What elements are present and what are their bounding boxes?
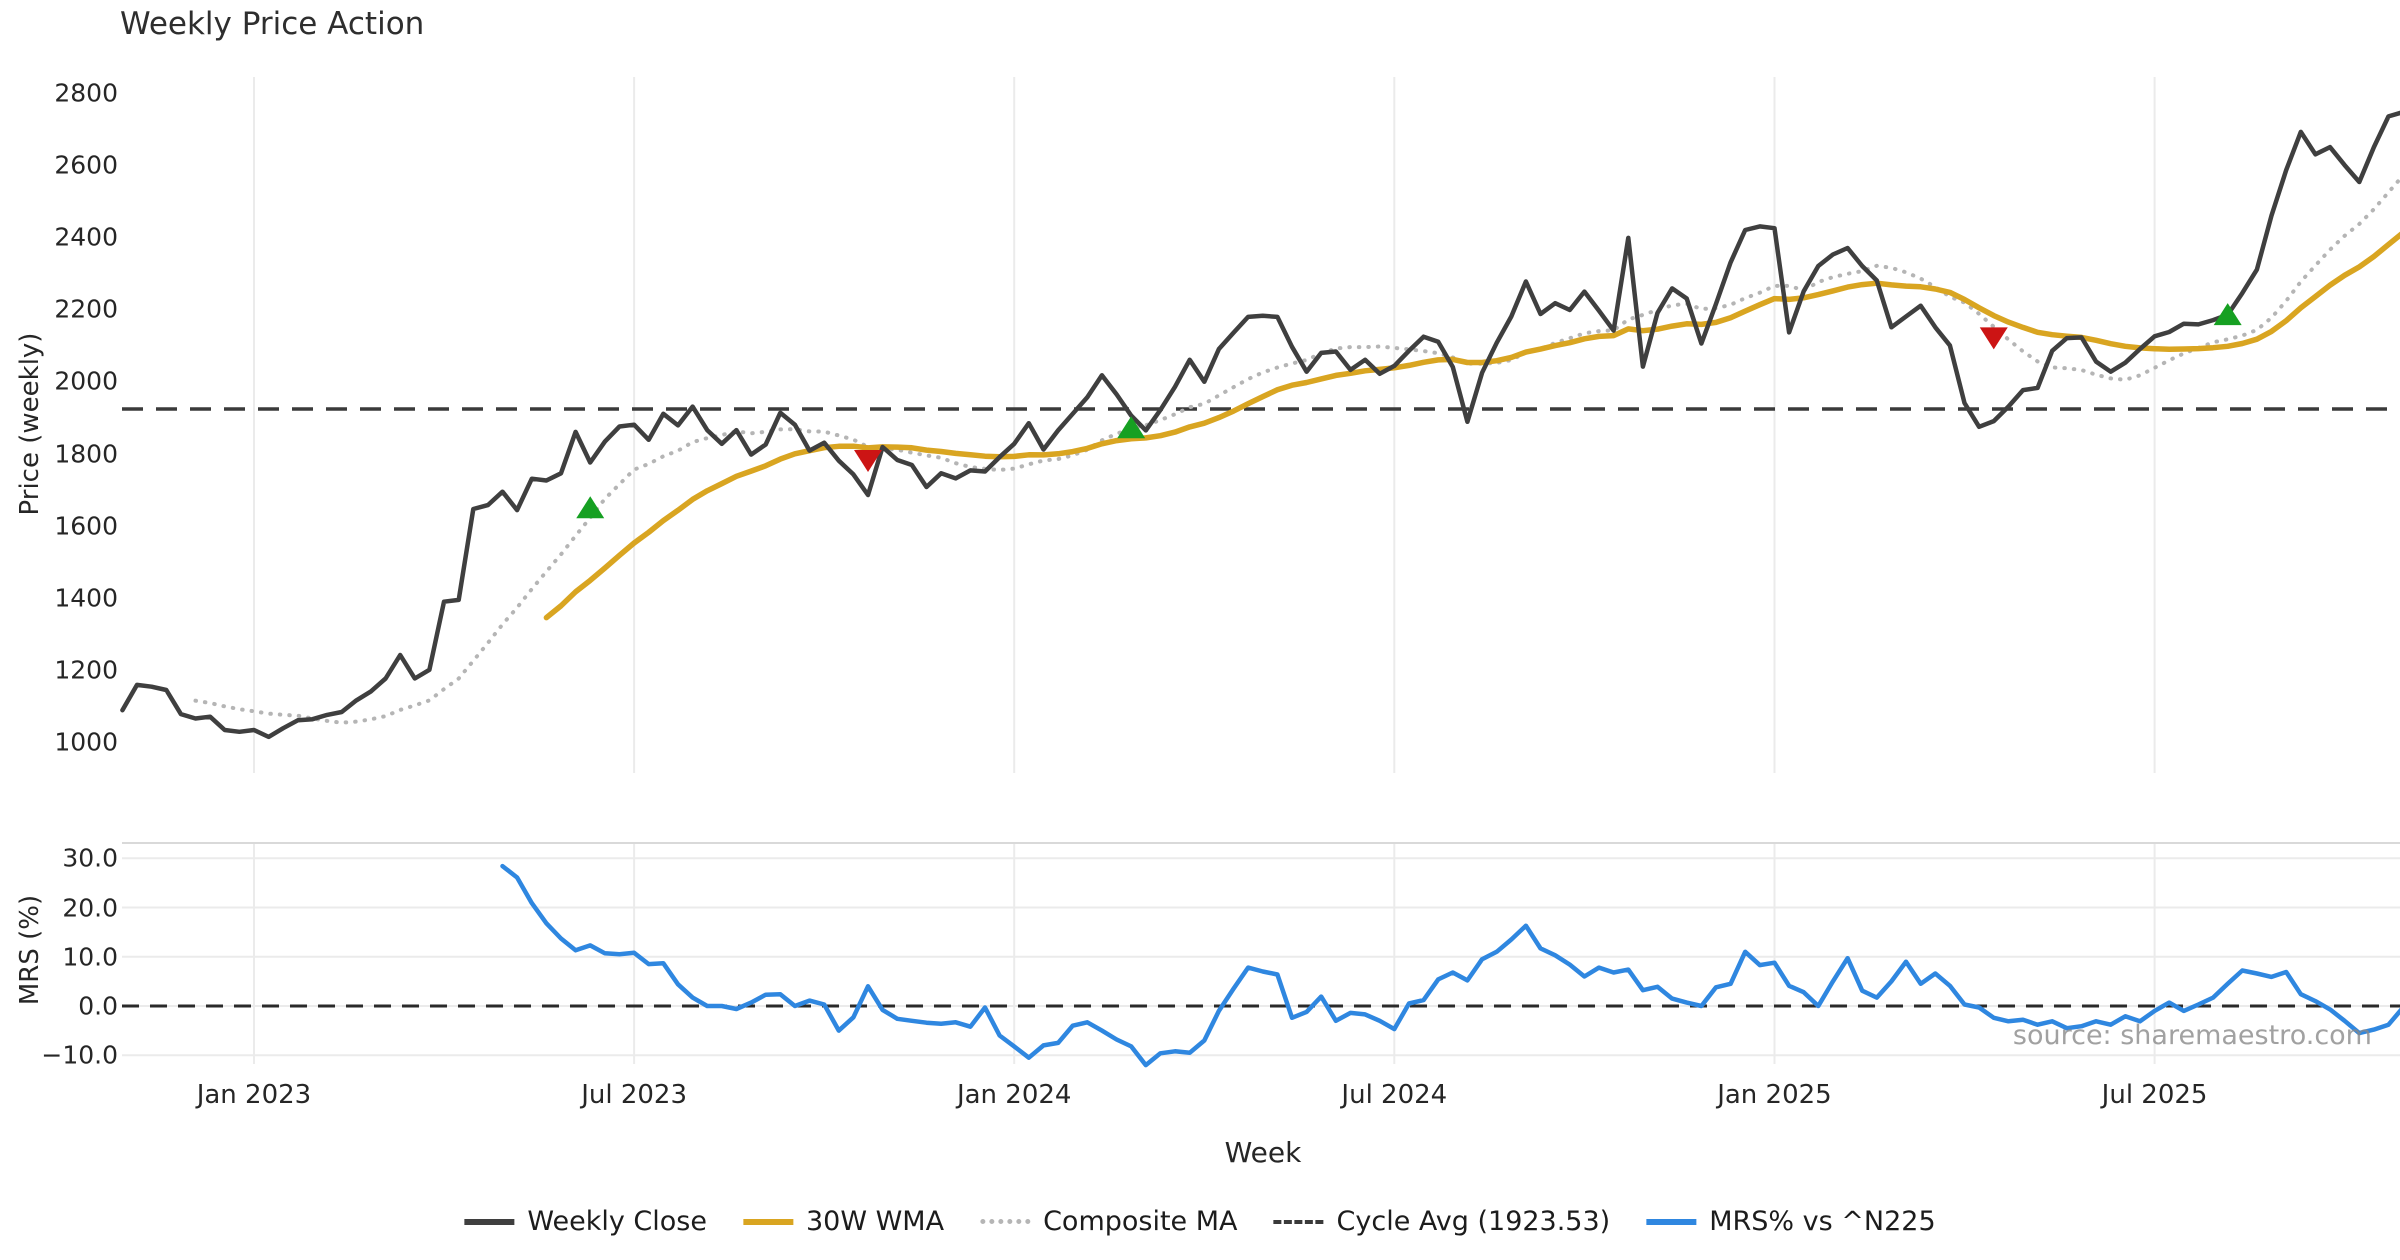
sell-signal-icon bbox=[854, 449, 883, 472]
price-ytick: 1800 bbox=[54, 439, 118, 468]
price-ytick: 2800 bbox=[54, 78, 118, 108]
composite-ma-line-icon bbox=[980, 1219, 1031, 1224]
mrs-ytick: −10.0 bbox=[41, 1040, 118, 1070]
legend-item-wma: 30W WMA bbox=[742, 1206, 945, 1237]
price-ytick: 1000 bbox=[54, 727, 118, 757]
sell-signal-icon bbox=[1979, 327, 2008, 350]
mrs-line-icon bbox=[1646, 1218, 1697, 1225]
legend-label: Weekly Close bbox=[527, 1206, 707, 1237]
legend: Weekly Close 30W WMA Composite MA Cycle … bbox=[464, 1206, 1936, 1237]
legend-label: Composite MA bbox=[1043, 1206, 1238, 1237]
x-tick: Jan 2023 bbox=[196, 1080, 312, 1110]
weekly-close-line bbox=[120, 110, 2400, 740]
wma-30w-line bbox=[543, 231, 2400, 621]
mrs-ytick: 0.0 bbox=[78, 991, 118, 1021]
price-ytick: 2000 bbox=[54, 366, 118, 396]
mrs-axis-label: MRS (%) bbox=[15, 894, 45, 1006]
mrs-ytick: 30.0 bbox=[62, 843, 118, 873]
x-axis-label: Week bbox=[1224, 1136, 1302, 1169]
page-title: Weekly Price Action bbox=[120, 6, 425, 42]
legend-item-weekly-close: Weekly Close bbox=[464, 1206, 707, 1237]
legend-label: MRS% vs ^N225 bbox=[1709, 1206, 1936, 1237]
main-panel-gridlines bbox=[253, 77, 2156, 773]
price-ytick: 2600 bbox=[54, 150, 118, 180]
watermark: source: sharemaestro.com bbox=[2012, 1020, 2372, 1051]
x-tick: Jul 2025 bbox=[2101, 1080, 2208, 1110]
legend-item-cycle-avg: Cycle Avg (1923.53) bbox=[1273, 1206, 1611, 1237]
x-tick: Jul 2023 bbox=[581, 1080, 687, 1110]
legend-item-mrs: MRS% vs ^N225 bbox=[1646, 1206, 1936, 1237]
price-ytick: 2400 bbox=[54, 222, 118, 252]
price-ytick: 1200 bbox=[54, 655, 118, 685]
legend-label: 30W WMA bbox=[805, 1206, 945, 1237]
mrs-ytick: 10.0 bbox=[62, 942, 118, 972]
wma-line-icon bbox=[742, 1218, 793, 1225]
mrs-panel-gridlines bbox=[122, 842, 2400, 1064]
signal-markers bbox=[576, 303, 2242, 519]
buy-signal-icon bbox=[576, 496, 605, 519]
legend-item-composite: Composite MA bbox=[980, 1206, 1238, 1237]
price-axis-label: Price (weekly) bbox=[15, 332, 45, 516]
mrs-line bbox=[500, 863, 2400, 1068]
buy-signal-icon bbox=[2213, 303, 2242, 326]
legend-label: Cycle Avg (1923.53) bbox=[1336, 1206, 1611, 1237]
x-tick: Jul 2024 bbox=[1341, 1080, 1448, 1110]
x-tick: Jan 2024 bbox=[956, 1080, 1072, 1110]
x-tick: Jan 2025 bbox=[1717, 1080, 1832, 1110]
price-ytick: 1400 bbox=[54, 583, 118, 613]
buy-signal-icon bbox=[1117, 416, 1146, 439]
price-ytick: 2200 bbox=[54, 294, 118, 324]
cycle-avg-line-icon bbox=[1273, 1219, 1324, 1224]
mrs-ytick: 20.0 bbox=[62, 893, 118, 922]
weekly-close-line-icon bbox=[464, 1218, 515, 1225]
price-ytick: 1600 bbox=[54, 511, 118, 541]
composite-ma-line bbox=[193, 175, 2400, 725]
